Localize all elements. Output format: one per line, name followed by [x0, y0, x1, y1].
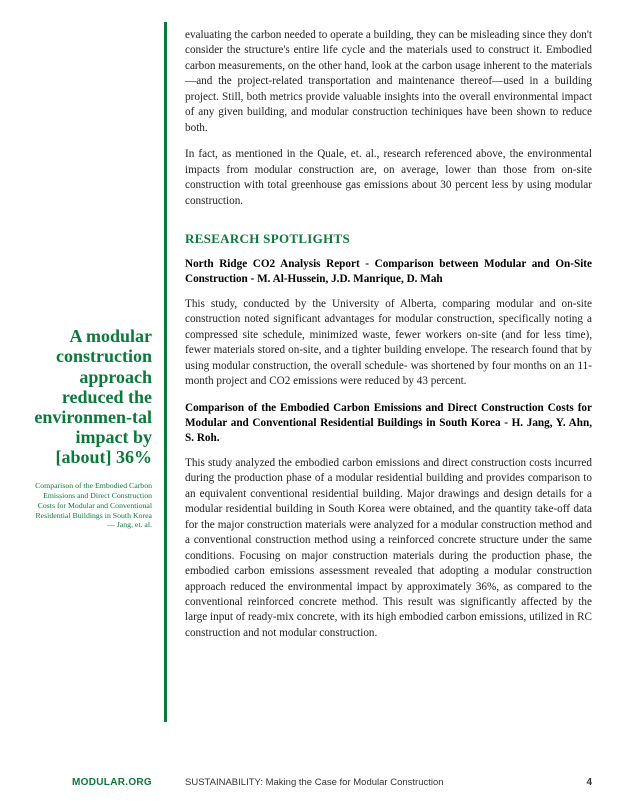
page-footer: MODULAR.ORG SUSTAINABILITY: Making the C…: [28, 777, 592, 788]
body-paragraph: evaluating the carbon needed to operate …: [185, 28, 592, 136]
study-body: This study, conducted by the University …: [185, 297, 592, 390]
footer-title: SUSTAINABILITY: Making the Case for Modu…: [185, 777, 586, 788]
footer-site: MODULAR.ORG: [28, 777, 164, 788]
pullquote-citation: Comparison of the Embodied Carbon Emissi…: [28, 481, 152, 530]
study-title: Comparison of the Embodied Carbon Emissi…: [185, 401, 592, 447]
vertical-divider: [164, 22, 167, 722]
footer-page-number: 4: [586, 777, 592, 788]
body-paragraph: In fact, as mentioned in the Quale, et. …: [185, 147, 592, 209]
section-heading: RESEARCH SPOTLIGHTS: [185, 230, 592, 248]
main-content: evaluating the carbon needed to operate …: [185, 28, 592, 770]
study-body: This study analyzed the embodied carbon …: [185, 456, 592, 641]
page-container: A modular construction approach reduced …: [0, 0, 630, 810]
pullquote: A modular construction approach reduced …: [28, 326, 152, 467]
study-title: North Ridge CO2 Analysis Report - Compar…: [185, 257, 592, 288]
sidebar: A modular construction approach reduced …: [28, 28, 164, 770]
